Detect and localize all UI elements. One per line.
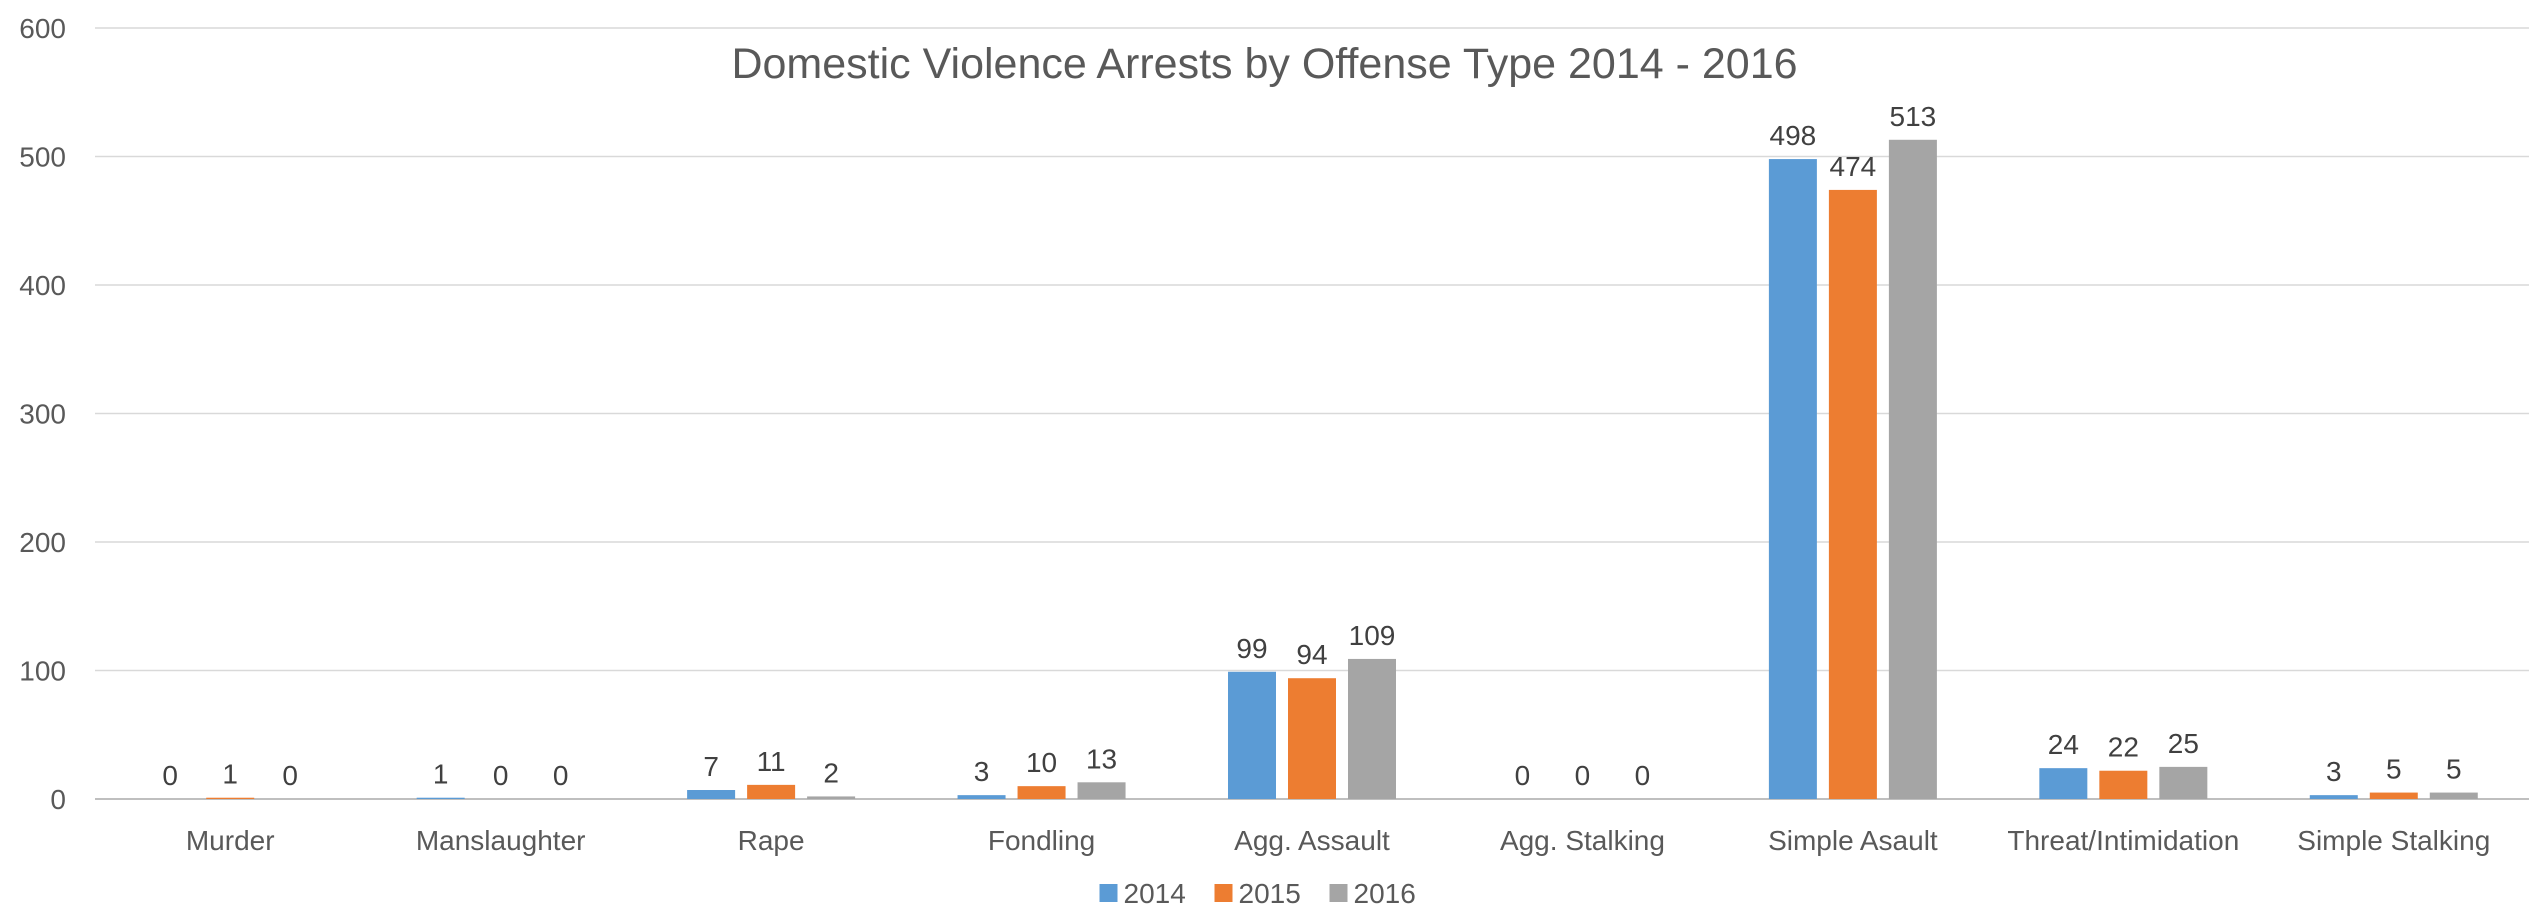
data-label: 0: [1515, 760, 1531, 791]
data-label: 5: [2446, 754, 2462, 785]
bar-2015: [2099, 770, 2148, 799]
bar-2014: [1768, 159, 1817, 799]
legend-swatch-2016: [1329, 884, 1348, 902]
legend: 2014 2015 2016: [1099, 878, 1416, 909]
data-label: 0: [282, 760, 298, 791]
data-label: 11: [757, 746, 786, 777]
category-label: Threat/Intimidation: [2007, 825, 2239, 856]
bar-2014: [1228, 671, 1276, 799]
bar-2015: [206, 797, 255, 799]
category-label: Agg. Assault: [1234, 825, 1390, 856]
data-label: 7: [703, 751, 719, 782]
y-tick-label: 100: [19, 656, 66, 687]
data-label: 5: [2386, 754, 2402, 785]
data-label: 10: [1026, 747, 1057, 778]
category-label: Simple Asault: [1768, 825, 1938, 856]
legend-swatch-2015: [1214, 884, 1233, 902]
y-tick-label: 200: [19, 527, 66, 558]
bar-2016: [2429, 792, 2478, 799]
category-label: Agg. Stalking: [1500, 825, 1665, 856]
y-tick-label: 400: [19, 270, 66, 301]
y-tick-label: 600: [19, 13, 66, 44]
data-label: 94: [1296, 639, 1327, 670]
bar-2015: [747, 784, 796, 799]
data-label: 3: [974, 756, 990, 787]
data-label: 0: [1575, 760, 1591, 791]
data-label: 498: [1770, 120, 1817, 151]
bars: [206, 139, 2478, 800]
data-label: 513: [1890, 101, 1937, 132]
data-label: 0: [162, 760, 178, 791]
bar-2016: [1348, 658, 1396, 799]
data-label: 1: [222, 759, 238, 790]
y-tick-label: 300: [19, 399, 66, 430]
legend-swatch-2014: [1099, 884, 1118, 902]
bar-2014: [687, 790, 736, 799]
data-label: 13: [1086, 743, 1117, 774]
data-label: 1: [433, 759, 449, 790]
y-tick-label: 500: [19, 142, 66, 173]
data-label: 0: [553, 760, 569, 791]
data-label: 24: [2048, 729, 2079, 760]
category-label: Fondling: [988, 825, 1095, 856]
legend-label: 2014: [1124, 878, 1186, 909]
bar-2015: [1288, 678, 1336, 799]
x-axis-categories: Murder Manslaughter Rape Fondling Agg. Assau…: [186, 825, 2490, 856]
bar-2015: [1828, 189, 1877, 799]
category-label: Simple Stalking: [2297, 825, 2490, 856]
category-label: Rape: [738, 825, 805, 856]
bar-2015: [2369, 792, 2418, 799]
data-label: 25: [2168, 728, 2199, 759]
data-label: 99: [1236, 633, 1267, 664]
chart-title: Domestic Violence Arrests by Offense Typ…: [731, 40, 1798, 88]
data-label: 109: [1349, 620, 1396, 651]
bar-2015: [1017, 786, 1066, 799]
category-label: Manslaughter: [416, 825, 586, 856]
y-tick-label: 0: [50, 784, 66, 815]
legend-label: 2015: [1239, 878, 1301, 909]
legend-label: 2016: [1354, 878, 1416, 909]
bar-2016: [2159, 766, 2208, 799]
data-label: 0: [493, 760, 509, 791]
category-label: Murder: [186, 825, 275, 856]
bar-2014: [416, 797, 465, 799]
bar-2016: [807, 796, 856, 799]
bar-2014: [957, 795, 1006, 799]
data-label: 3: [2326, 756, 2342, 787]
bar-2016: [1888, 139, 1937, 800]
data-label: 22: [2108, 732, 2139, 763]
data-label: 2: [823, 757, 839, 788]
bar-2016: [1077, 782, 1126, 799]
y-axis-ticks: 0 100 200 300 400 500 600: [19, 13, 66, 815]
bar-2014: [2309, 795, 2358, 799]
gridlines: [95, 27, 2529, 800]
data-label: 0: [1635, 760, 1651, 791]
data-label: 474: [1830, 151, 1877, 182]
bar-2014: [2039, 768, 2088, 799]
